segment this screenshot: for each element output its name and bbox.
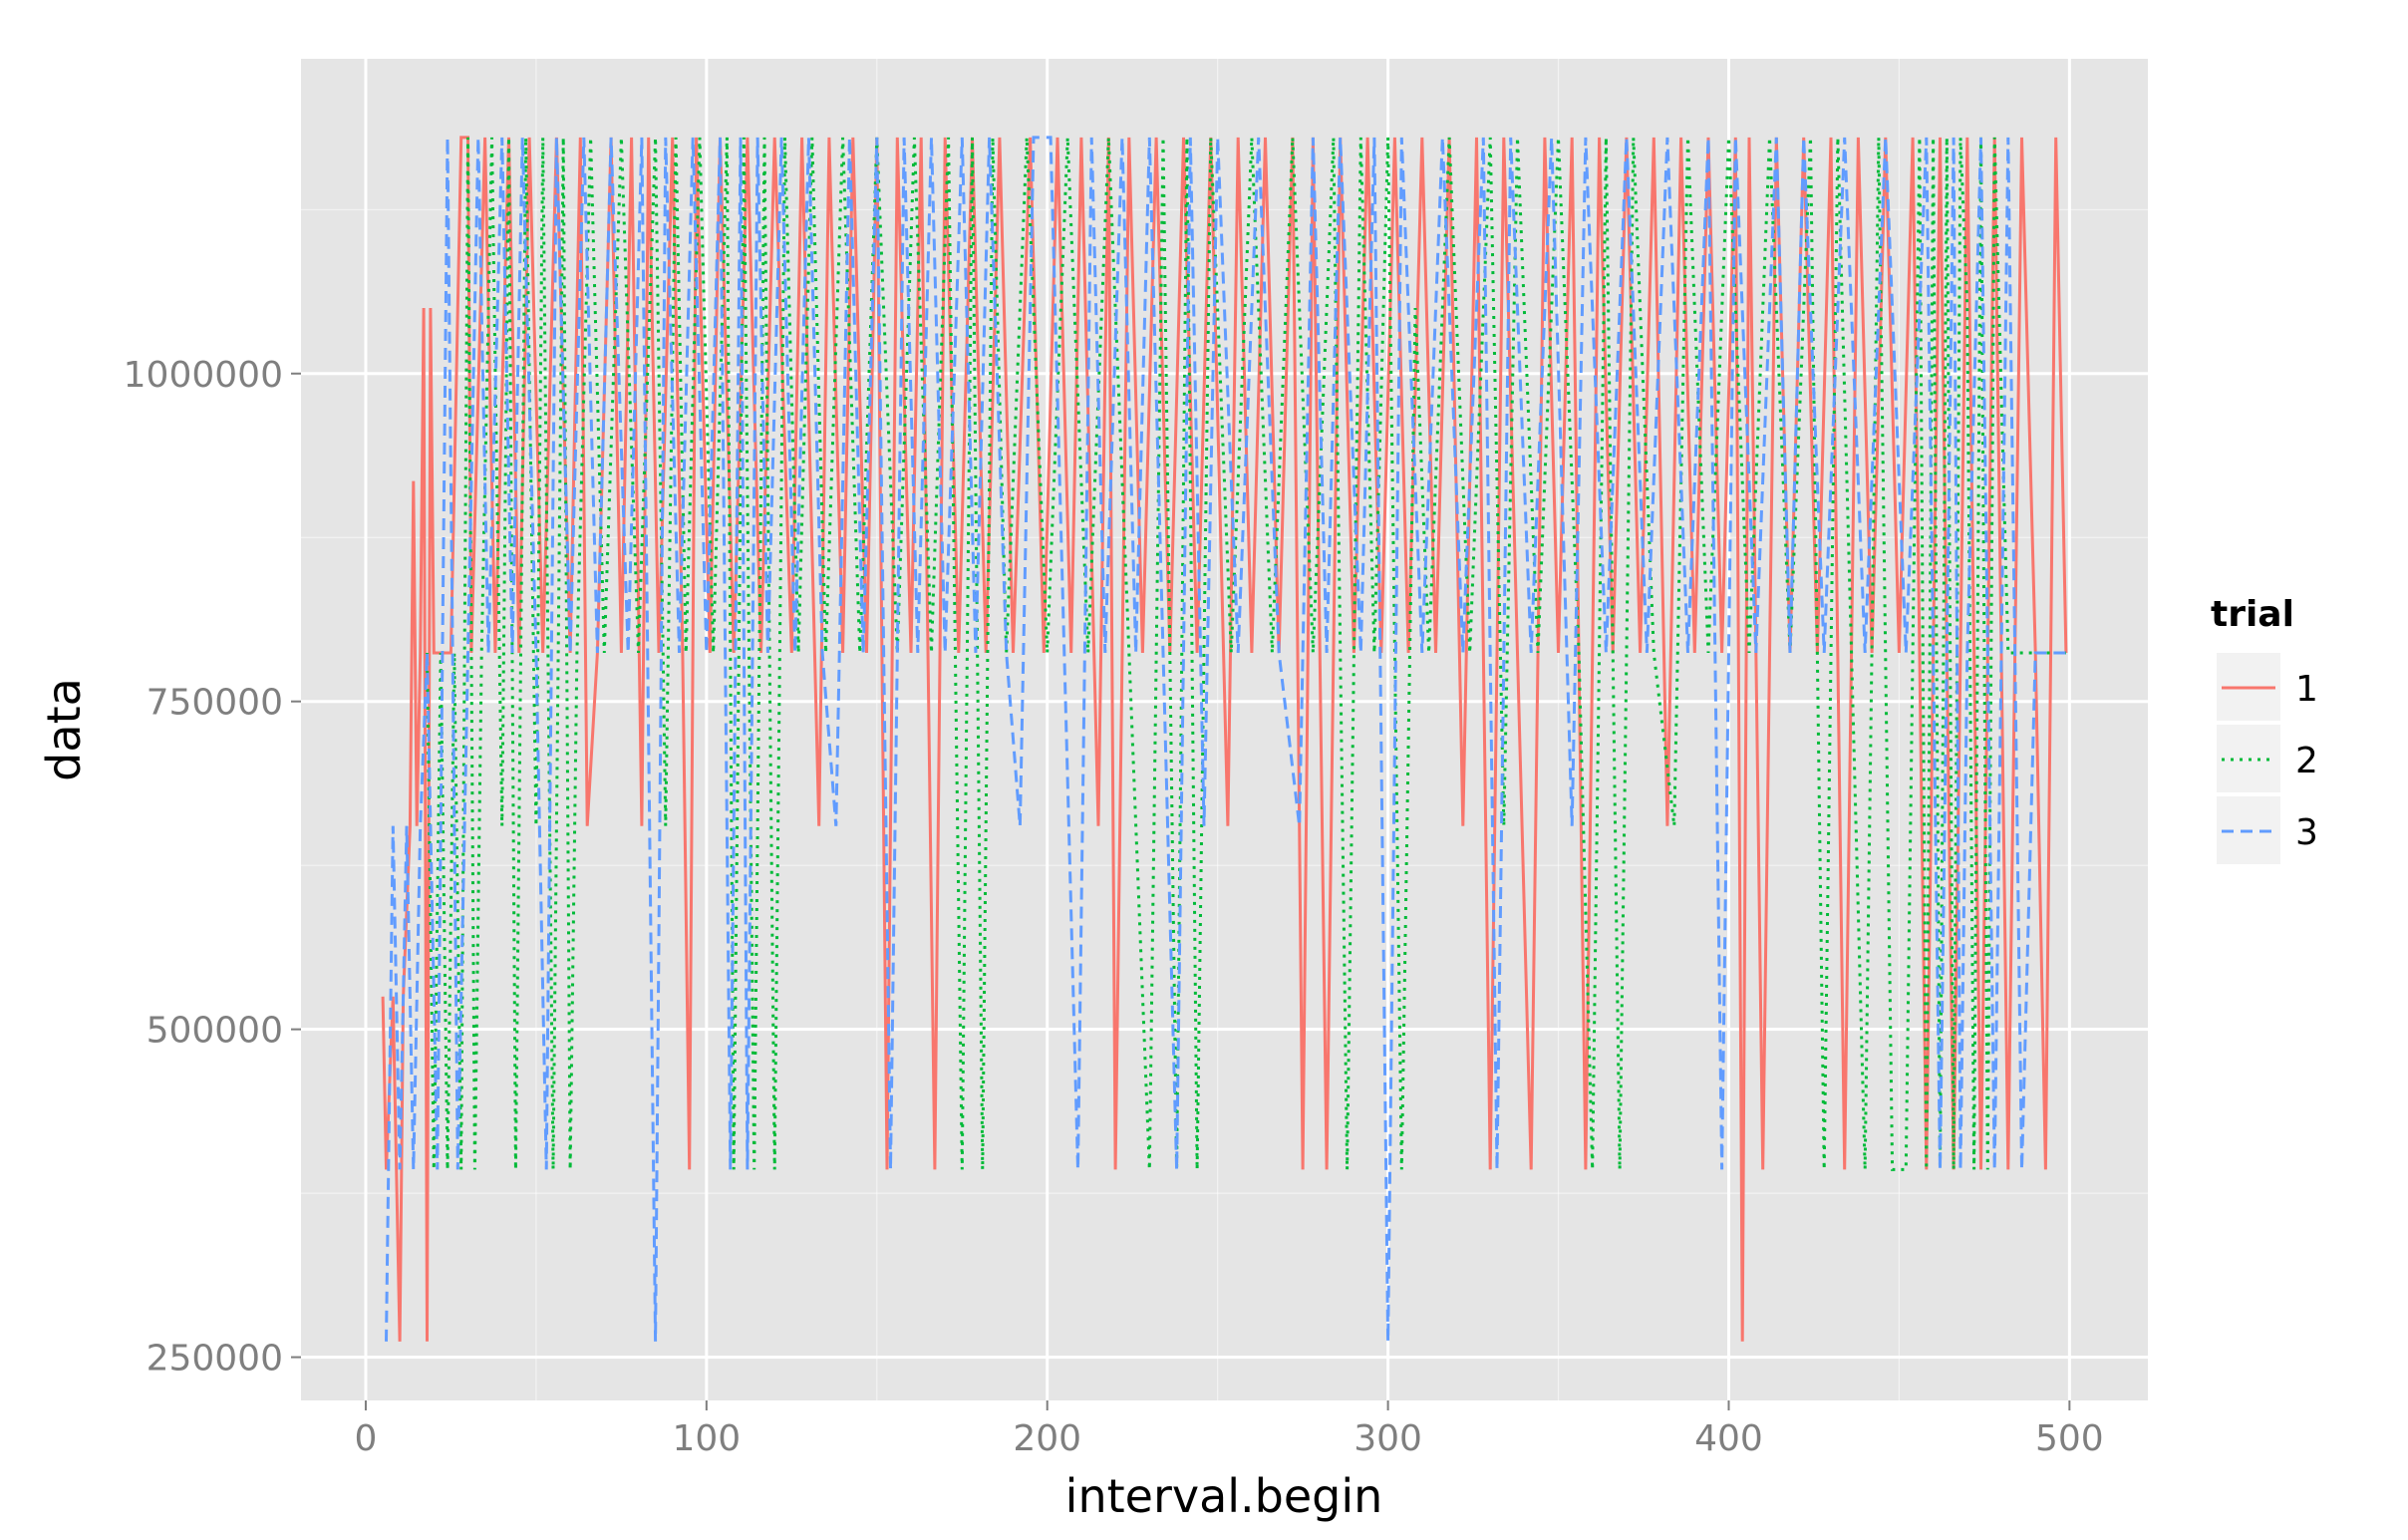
legend-label-3: 3: [2295, 812, 2318, 853]
legend-label-2: 2: [2295, 741, 2318, 781]
y-axis-title: data: [37, 678, 91, 781]
y-tick-label: 500000: [147, 1011, 283, 1052]
x-tick-label: 300: [1354, 1418, 1422, 1459]
legend: trial 1 2 3: [2211, 594, 2318, 866]
y-tick-label: 250000: [147, 1339, 283, 1380]
x-tick-label: 0: [355, 1418, 378, 1459]
legend-title: trial: [2211, 594, 2294, 635]
series-2-line: [426, 137, 2066, 1171]
x-axis: 0 100 200 300 400 500: [355, 1400, 2104, 1459]
x-tick-label: 100: [672, 1418, 741, 1459]
y-axis: 250000 500000 750000 1000000: [124, 355, 301, 1380]
x-tick-label: 400: [1694, 1418, 1763, 1459]
x-tick-label: 200: [1013, 1418, 1081, 1459]
y-tick-label: 750000: [147, 683, 283, 724]
x-tick-label: 500: [2035, 1418, 2104, 1459]
legend-items: 1 2 3: [2215, 651, 2318, 866]
series-3-line: [385, 136, 2066, 1342]
legend-label-1: 1: [2295, 669, 2318, 710]
series-1-line: [381, 136, 2068, 1342]
y-tick-label: 1000000: [124, 355, 283, 396]
series-layer: [381, 136, 2068, 1342]
x-axis-title: interval.begin: [1065, 1469, 1383, 1523]
